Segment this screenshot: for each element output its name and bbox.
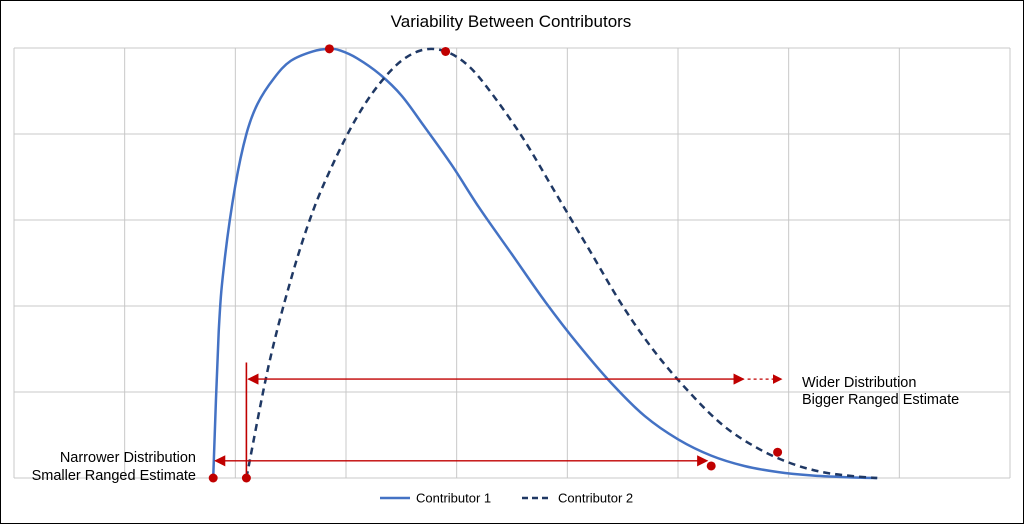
curves xyxy=(211,47,878,480)
grid xyxy=(13,47,1011,479)
data-point-marker xyxy=(773,447,783,457)
legend-label-contributor-2: Contributor 2 xyxy=(558,491,633,506)
series-line-contributor-2 xyxy=(245,47,878,480)
bigger-ranged-estimate-label: Bigger Ranged Estimate xyxy=(802,392,959,408)
data-point-marker xyxy=(208,473,218,483)
narrower-distribution-label: Narrower Distribution xyxy=(60,450,196,466)
data-point-marker xyxy=(324,44,334,54)
series-line-contributor-1 xyxy=(211,47,878,480)
legend-label-contributor-1: Contributor 1 xyxy=(416,491,491,506)
smaller-ranged-estimate-label: Smaller Ranged Estimate xyxy=(32,468,196,484)
data-point-marker xyxy=(241,473,251,483)
chart-title: Variability Between Contributors xyxy=(391,12,632,31)
annotations xyxy=(214,362,783,478)
wider-distribution-label: Wider Distribution xyxy=(802,375,916,391)
data-point-marker xyxy=(706,461,716,471)
legend: Contributor 1 Contributor 2 xyxy=(380,491,633,506)
data-markers xyxy=(208,44,783,483)
data-point-marker xyxy=(441,46,451,56)
